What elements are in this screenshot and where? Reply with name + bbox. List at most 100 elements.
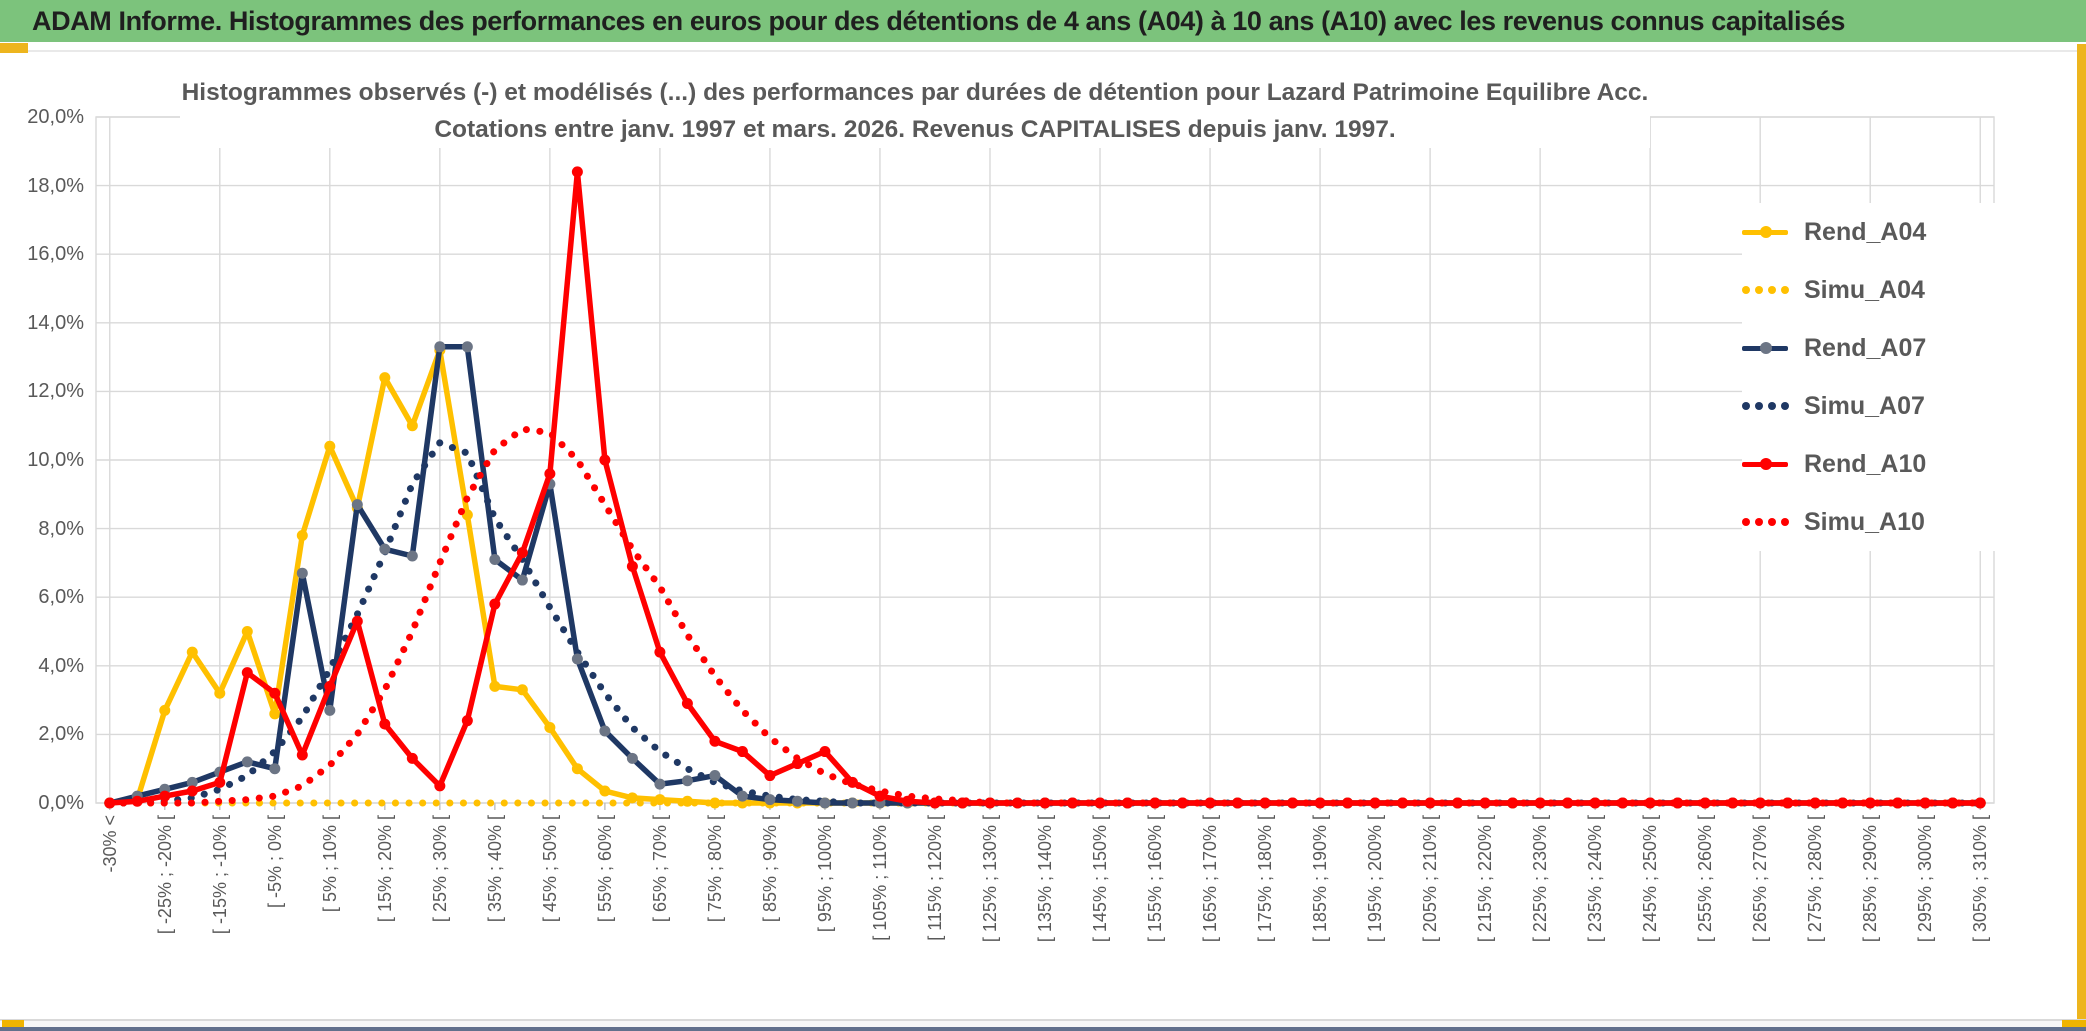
series-marker-Rend_A10 (1369, 797, 1381, 809)
series-marker-Rend_A10 (929, 797, 941, 809)
series-marker-Rend_A10 (1232, 797, 1244, 809)
legend-dot (1742, 402, 1750, 410)
legend-dots-icon (1742, 286, 1794, 294)
series-marker-Rend_A07 (599, 725, 611, 737)
series-marker-Rend_A07 (434, 341, 446, 353)
chart-title-line1: Histogrammes observés (-) et modélisés (… (181, 79, 1649, 106)
legend-line-icon (1742, 226, 1794, 238)
series-marker-Rend_A10 (544, 468, 556, 480)
series-marker-Rend_A10 (1479, 797, 1491, 809)
bottom-divider (0, 1019, 2086, 1021)
series-marker-Rend_A10 (1589, 797, 1601, 809)
series-marker-Rend_A07 (819, 797, 831, 809)
series-marker-Rend_A04 (269, 708, 281, 720)
chart-legend: Rend_A04 Simu_A04 Rend_A07 Simu_A07 Rend_A10… (1742, 203, 2008, 551)
series-marker-Rend_A10 (654, 646, 666, 658)
x-axis-label: [ 185% ; 190% [ (1310, 815, 1331, 943)
gold-accent-bottom-left (2, 1020, 24, 1028)
series-marker-Rend_A10 (1314, 797, 1326, 809)
legend-dot (1781, 286, 1789, 294)
y-axis-label: 18,0% (27, 174, 84, 197)
x-axis-label: [ 135% ; 140% [ (1035, 815, 1055, 943)
gold-accent-top-left (0, 43, 28, 53)
series-marker-Rend_A10 (1397, 797, 1409, 809)
y-axis-label: 12,0% (27, 380, 84, 403)
series-marker-Rend_A10 (1754, 797, 1766, 809)
x-axis-label: [ 255% ; 260% [ (1695, 815, 1716, 943)
series-marker-Rend_A10 (819, 746, 831, 758)
series-marker-Rend_A10 (159, 790, 171, 802)
series-marker-Rend_A07 (186, 776, 198, 788)
series-marker-Rend_A04 (516, 684, 528, 696)
legend-label: Simu_A04 (1804, 275, 1925, 304)
series-marker-Rend_A10 (626, 560, 638, 572)
series-marker-Rend_A10 (1149, 797, 1161, 809)
series-marker-Rend_A10 (104, 797, 116, 809)
legend-dot (1755, 286, 1763, 294)
gold-accent-bottom-right (2062, 1020, 2086, 1028)
series-marker-Rend_A07 (461, 341, 473, 353)
y-axis-label: 8,0% (38, 517, 84, 540)
series-marker-Rend_A10 (1699, 797, 1711, 809)
x-axis-label: [ 5% ; 10% [ (319, 815, 340, 913)
legend-item-Rend_A10[interactable]: Rend_A10 (1742, 435, 2008, 493)
legend-item-Simu_A10[interactable]: Simu_A10 (1742, 493, 2008, 551)
legend-item-Simu_A07[interactable]: Simu_A07 (1742, 377, 2008, 435)
series-marker-Rend_A10 (709, 735, 721, 747)
y-axis-label: 10,0% (27, 449, 84, 471)
series-marker-Rend_A04 (654, 794, 666, 806)
series-marker-Rend_A07 (324, 704, 336, 716)
series-marker-Rend_A04 (571, 763, 583, 775)
x-axis-label: [ 15% ; 20% [ (374, 815, 395, 923)
series-marker-Rend_A07 (764, 794, 776, 806)
series-marker-Rend_A07 (681, 775, 693, 787)
report-title-bar: ADAM Informe. Histogrammes des performan… (0, 0, 2086, 42)
series-marker-Rend_A10 (1617, 797, 1629, 809)
series-marker-Rend_A04 (406, 420, 418, 432)
series-marker-Rend_A04 (296, 529, 308, 541)
y-axis-label: 16,0% (27, 243, 84, 266)
series-marker-Rend_A10 (1727, 797, 1739, 809)
x-axis-label: [ 285% ; 290% [ (1860, 815, 1881, 943)
x-axis-label: [ 55% ; 60% [ (594, 815, 615, 923)
series-marker-Rend_A07 (296, 567, 308, 579)
legend-dot (1755, 518, 1763, 526)
x-axis-label: [ 35% ; 40% [ (484, 815, 505, 923)
series-marker-Rend_A10 (324, 680, 336, 692)
series-marker-Rend_A10 (296, 749, 308, 761)
legend-label: Rend_A07 (1804, 333, 1927, 362)
legend-dot (1742, 286, 1750, 294)
x-axis-label: [ 275% ; 280% [ (1805, 815, 1826, 943)
legend-label: Simu_A07 (1804, 391, 1925, 420)
series-marker-Rend_A10 (1204, 797, 1216, 809)
legend-label: Rend_A10 (1804, 449, 1927, 478)
series-marker-Rend_A07 (489, 553, 501, 565)
series-marker-Rend_A07 (654, 778, 666, 790)
series-marker-Rend_A10 (186, 785, 198, 797)
series-marker-Rend_A10 (1782, 797, 1794, 809)
x-axis-label: [ -15% ; -10% [ (209, 815, 230, 935)
legend-item-Rend_A04[interactable]: Rend_A04 (1742, 203, 2008, 261)
series-marker-Rend_A10 (1507, 797, 1519, 809)
legend-dots (1742, 518, 1789, 526)
legend-item-Simu_A04[interactable]: Simu_A04 (1742, 261, 2008, 319)
x-axis-label: [ 75% ; 80% [ (704, 815, 725, 923)
legend-dot (1768, 518, 1776, 526)
series-marker-Rend_A10 (1974, 797, 1986, 809)
x-axis-label: [ 165% ; 170% [ (1200, 815, 1221, 943)
series-marker-Rend_A10 (901, 795, 913, 807)
x-axis-label: [ 25% ; 30% [ (429, 815, 450, 923)
legend-dot (1742, 518, 1750, 526)
legend-item-Rend_A07[interactable]: Rend_A07 (1742, 319, 2008, 377)
series-marker-Rend_A07 (516, 574, 528, 586)
series-marker-Rend_A04 (186, 646, 198, 658)
legend-dot (1781, 518, 1789, 526)
series-marker-Rend_A10 (1259, 797, 1271, 809)
x-axis-label: [ -25% ; -20% [ (154, 815, 175, 935)
x-axis-label: [ 145% ; 150% [ (1090, 815, 1110, 943)
series-marker-Rend_A07 (626, 752, 638, 764)
series-marker-Rend_A10 (1534, 797, 1546, 809)
legend-line-icon (1742, 342, 1794, 354)
